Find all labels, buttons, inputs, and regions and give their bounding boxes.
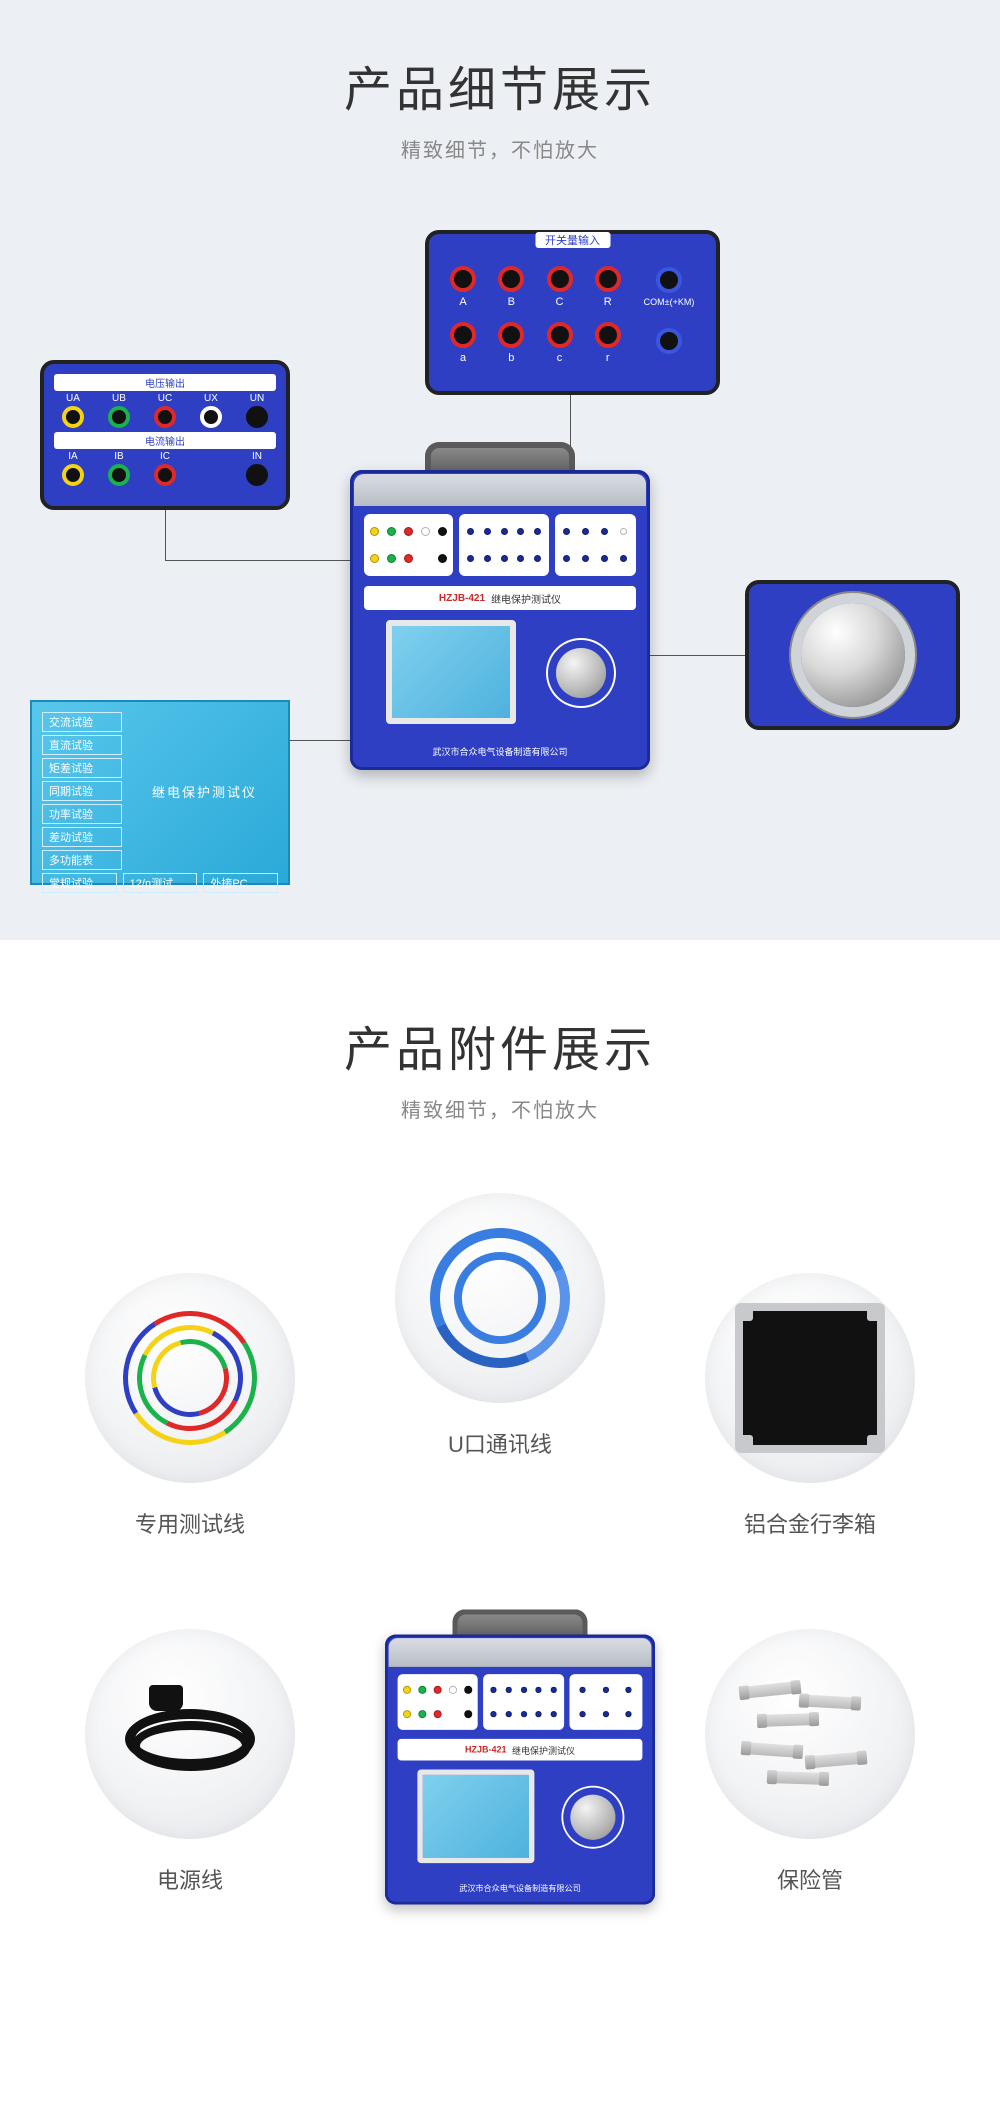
accessory-usb-cable: U口通讯线 <box>395 1193 605 1539</box>
detail-title: 产品细节展示 <box>0 50 1000 120</box>
connector-line <box>165 510 166 560</box>
current-output-label: 电流输出 <box>54 432 276 449</box>
device-model: HZJB-421 <box>439 593 485 604</box>
menu-item: 交流试验 <box>42 712 122 732</box>
accessories-section: 产品附件展示 精致细节，不怕放大 专用测试线 U口通讯线 铝合金行李箱 <box>0 940 1000 1939</box>
menu-item: 12/n测试 <box>123 873 198 893</box>
device-name: 继电保护测试仪 <box>512 1743 575 1757</box>
accessory-test-leads: 专用测试线 <box>85 1273 295 1539</box>
accessories-title: 产品附件展示 <box>0 1010 1000 1080</box>
accessory-label: U口通讯线 <box>448 1427 552 1459</box>
accessories-grid: 专用测试线 U口通讯线 铝合金行李箱 电源线 <box>50 1223 950 1909</box>
ch-label: IC <box>160 451 170 462</box>
menu-item: 外接PC <box>203 873 278 893</box>
ch-label: IB <box>114 451 123 462</box>
panel-switch-in <box>459 514 548 576</box>
callout-screen-menu: 交流试验 直流试验 矩差试验 同期试验 功率试验 差动试验 多功能表 常规试验 … <box>30 700 290 885</box>
menu-item: 常规试验 <box>42 873 117 893</box>
jack-label: r <box>606 352 610 364</box>
menu-item: 功率试验 <box>42 804 122 824</box>
device-main: HZJB-421 继电保护测试仪 武汉市合众电气设备制造有限公司 <box>350 470 650 780</box>
accessory-power-cord: 电源线 <box>85 1629 295 1909</box>
device-body: HZJB-421 继电保护测试仪 武汉市合众电气设备制造有限公司 <box>350 470 650 770</box>
ch-label: IN <box>252 451 262 462</box>
ch-label: UB <box>112 393 126 404</box>
panel-aux <box>555 514 636 576</box>
knob-icon <box>801 603 905 707</box>
ch-label: UC <box>158 393 172 404</box>
callout-knob <box>745 580 960 730</box>
ch-label: UN <box>250 393 264 404</box>
detail-subtitle: 精致细节，不怕放大 <box>0 134 1000 163</box>
jack-label: C <box>556 296 564 308</box>
alu-case-icon <box>735 1303 885 1453</box>
callout-switch-inputs: 开关量输入 A B C R COM±(+KM) a b c r <box>425 230 720 395</box>
jack-label: COM±(+KM) <box>644 297 695 307</box>
test-leads-icon <box>115 1303 265 1453</box>
accessory-label: 铝合金行李箱 <box>744 1507 876 1539</box>
accessory-fuses: 保险管 <box>705 1629 915 1909</box>
ch-label: UX <box>204 393 218 404</box>
accessory-label: 保险管 <box>777 1863 843 1895</box>
connector-line <box>165 560 380 561</box>
accessory-label: 电源线 <box>157 1863 223 1895</box>
usb-cable-icon <box>410 1208 589 1387</box>
device-handle <box>425 442 575 470</box>
callout-outputs: 电压输出 UA UB UC UX UN 电流输出 IA IB IC IN <box>40 360 290 510</box>
switch-input-label: 开关量输入 <box>535 232 610 248</box>
accessory-alu-case: 铝合金行李箱 <box>705 1273 915 1539</box>
ch-label: IA <box>68 451 77 462</box>
ch-label: UA <box>66 393 80 404</box>
screen-title: 继电保护测试仪 <box>152 782 257 801</box>
menu-item: 直流试验 <box>42 735 122 755</box>
jack-label: b <box>508 352 514 364</box>
device-manufacturer: 武汉市合众电气设备制造有限公司 <box>350 745 650 758</box>
menu-item: 多功能表 <box>42 850 122 870</box>
power-cord-icon <box>115 1679 265 1789</box>
jack-label: A <box>459 296 466 308</box>
jack-label: R <box>604 296 612 308</box>
voltage-output-label: 电压输出 <box>54 374 276 391</box>
device-model: HZJB-421 <box>465 1745 507 1755</box>
device-name: 继电保护测试仪 <box>491 591 561 606</box>
device-screen <box>386 620 516 724</box>
panel-outputs <box>364 514 453 576</box>
accessory-device: HZJB-421 继电保护测试仪 武汉市合众电气设备制造有限公司 <box>370 1629 630 1909</box>
product-detail-section: 产品细节展示 精致细节，不怕放大 开关量输入 A B C R COM±(+KM)… <box>0 0 1000 940</box>
device-knob <box>556 648 606 698</box>
menu-item: 差动试验 <box>42 827 122 847</box>
jack-label: c <box>557 352 563 364</box>
jack-label: a <box>460 352 466 364</box>
fuses-icon <box>730 1674 890 1794</box>
menu-item: 同期试验 <box>42 781 122 801</box>
accessories-subtitle: 精致细节，不怕放大 <box>0 1094 1000 1123</box>
device-manufacturer: 武汉市合众电气设备制造有限公司 <box>385 1882 655 1894</box>
jack-label: B <box>508 296 515 308</box>
accessory-label: 专用测试线 <box>135 1507 245 1539</box>
menu-item: 矩差试验 <box>42 758 122 778</box>
